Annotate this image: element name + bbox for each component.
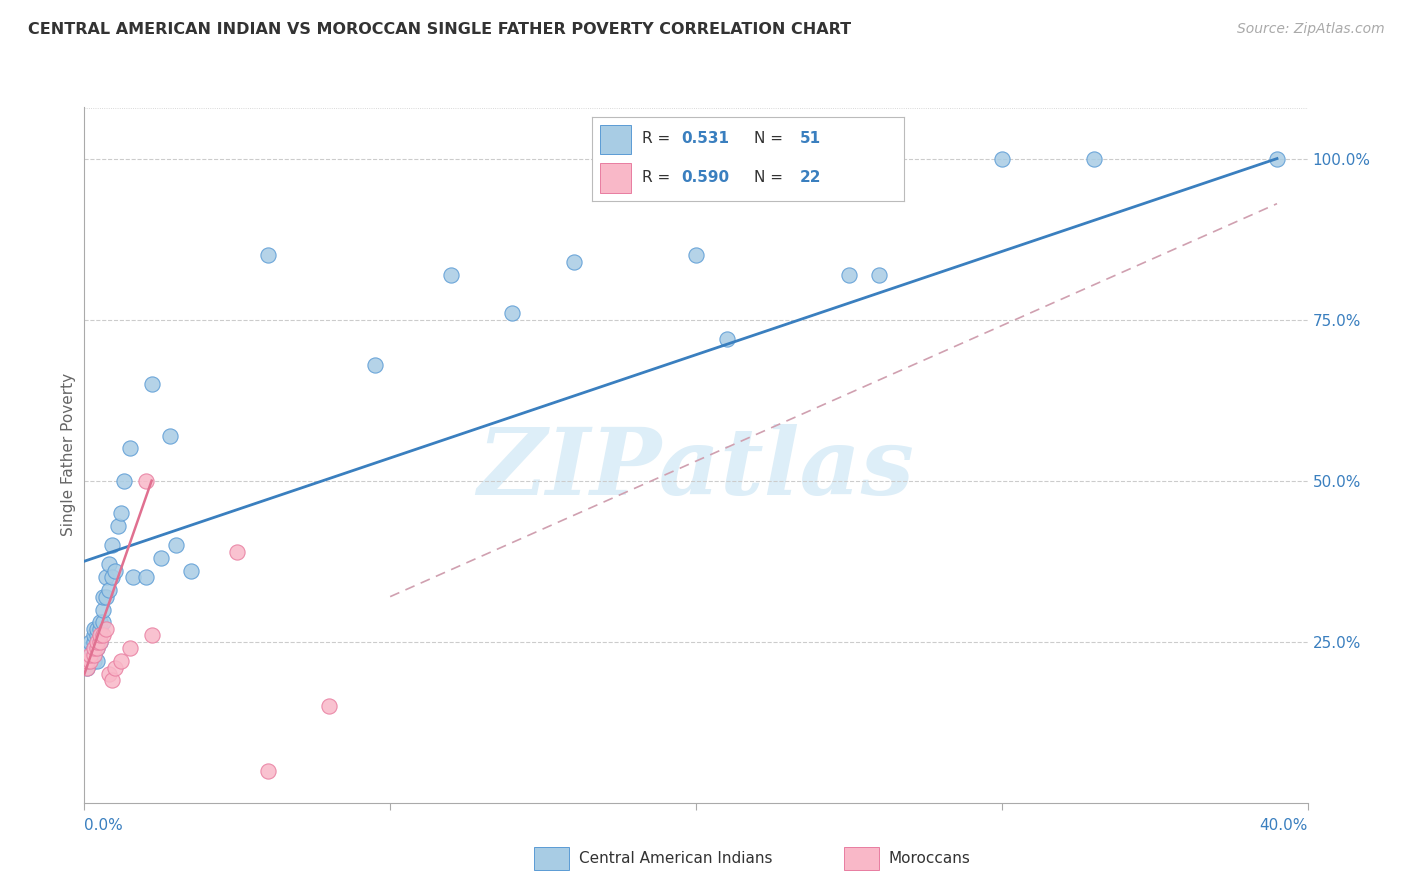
Text: CENTRAL AMERICAN INDIAN VS MOROCCAN SINGLE FATHER POVERTY CORRELATION CHART: CENTRAL AMERICAN INDIAN VS MOROCCAN SING…: [28, 22, 851, 37]
Point: [107, 518, 129, 533]
Point: [97, 583, 120, 598]
Point: [89, 622, 111, 636]
Point: [1265, 152, 1288, 166]
Point: [86, 622, 108, 636]
Point: [83, 648, 105, 662]
Point: [226, 544, 249, 558]
Point: [502, 306, 524, 320]
Point: [89, 615, 111, 630]
Point: [89, 634, 111, 648]
Point: [76, 660, 98, 674]
Point: [101, 538, 124, 552]
Point: [79, 641, 101, 656]
Point: [1083, 152, 1105, 166]
Text: 40.0%: 40.0%: [1260, 818, 1308, 832]
Point: [110, 654, 132, 668]
Point: [135, 570, 157, 584]
Point: [257, 248, 280, 262]
Point: [83, 628, 105, 642]
Point: [83, 641, 105, 656]
Point: [94, 570, 117, 584]
Point: [76, 648, 98, 662]
Point: [86, 628, 108, 642]
Point: [89, 634, 111, 648]
Point: [869, 268, 891, 282]
Point: [86, 634, 108, 648]
Text: Source: ZipAtlas.com: Source: ZipAtlas.com: [1237, 22, 1385, 37]
Point: [79, 654, 101, 668]
Point: [76, 654, 98, 668]
Point: [83, 648, 105, 662]
Point: [79, 634, 101, 648]
Point: [83, 634, 105, 648]
Point: [120, 442, 142, 456]
Point: [685, 248, 707, 262]
Point: [112, 474, 135, 488]
Point: [89, 628, 111, 642]
Text: Moroccans: Moroccans: [889, 851, 970, 865]
Point: [318, 699, 340, 714]
Point: [94, 590, 117, 604]
Point: [101, 673, 124, 688]
Point: [562, 254, 585, 268]
Point: [440, 268, 463, 282]
Point: [94, 622, 117, 636]
Text: ZIPatlas: ZIPatlas: [478, 424, 914, 514]
Point: [86, 641, 108, 656]
Point: [716, 332, 738, 346]
Point: [180, 564, 202, 578]
Point: [79, 648, 101, 662]
Point: [91, 628, 114, 642]
Point: [86, 654, 108, 668]
Point: [97, 558, 120, 572]
Point: [101, 570, 124, 584]
Point: [135, 474, 157, 488]
Point: [91, 590, 114, 604]
Point: [141, 628, 163, 642]
Point: [86, 641, 108, 656]
Point: [159, 428, 181, 442]
Point: [104, 660, 127, 674]
Point: [83, 622, 105, 636]
Point: [76, 660, 98, 674]
Point: [165, 538, 187, 552]
Point: [91, 602, 114, 616]
Point: [122, 570, 145, 584]
Point: [110, 506, 132, 520]
Point: [120, 641, 142, 656]
Point: [991, 152, 1014, 166]
Point: [257, 764, 280, 778]
Point: [838, 268, 860, 282]
Point: [79, 654, 101, 668]
Point: [104, 564, 127, 578]
Point: [149, 551, 172, 566]
Point: [83, 641, 105, 656]
Point: [97, 667, 120, 681]
Point: [83, 654, 105, 668]
Point: [141, 377, 163, 392]
Text: Central American Indians: Central American Indians: [579, 851, 773, 865]
Text: 0.0%: 0.0%: [84, 818, 124, 832]
Point: [91, 615, 114, 630]
Point: [364, 358, 387, 372]
Y-axis label: Single Father Poverty: Single Father Poverty: [60, 374, 76, 536]
